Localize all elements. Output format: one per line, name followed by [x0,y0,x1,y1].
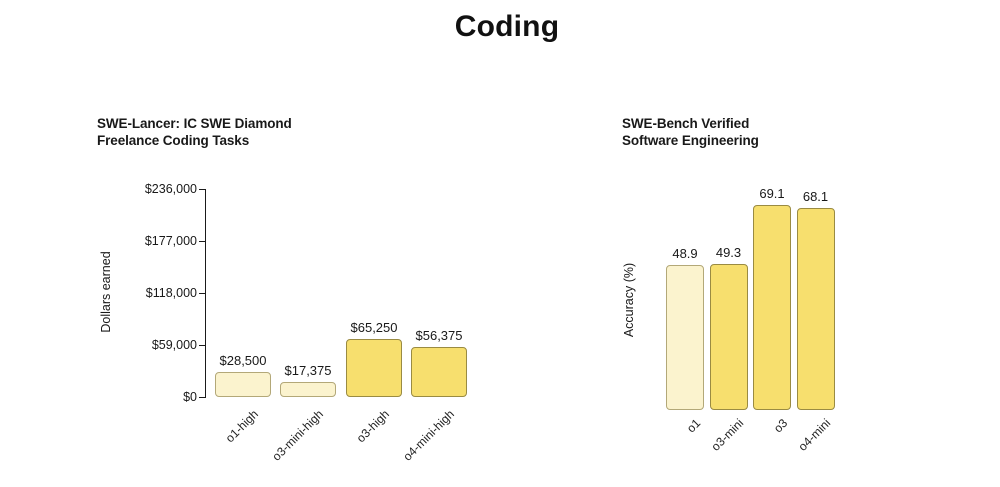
swe-bench-chart-title-line1: SWE-Bench Verified [622,116,750,131]
bar-o3-mini-high [280,381,336,397]
bar-value-label: 48.9 [672,245,698,261]
x-tick-label: o3-mini [708,416,747,454]
swe-bench-chart-title: SWE-Bench Verified Software Engineering [622,115,759,149]
swe-lancer-chart-title-line1: SWE-Lancer: IC SWE Diamond [97,116,292,131]
bar-value-label: 69.1 [759,185,785,201]
bar-o4-mini-high [411,347,467,397]
bar-value-label: 49.3 [715,244,742,260]
x-tick-label: o1 [683,416,703,436]
bar-value-label: $65,250 [350,320,398,336]
y-tick-label: $177,000 [144,234,197,248]
bar-value-label: $17,375 [284,362,332,378]
y-tick-label: $118,000 [145,286,197,300]
swe-bench-chart-title-line2: Software Engineering [622,133,759,148]
y-tick-mark [199,241,205,242]
y-tick-mark [199,345,205,346]
y-tick-label: $0 [183,390,197,404]
figure-title: Coding [454,10,560,43]
y-tick-label: $59,000 [151,338,197,352]
y-tick-mark [199,397,205,398]
bar-o3 [753,204,791,410]
bar-value-label: 68.1 [802,188,829,204]
bar-o3-mini [709,263,748,410]
swe-lancer-chart-title: SWE-Lancer: IC SWE Diamond Freelance Cod… [97,115,292,149]
bar-o1 [666,264,704,410]
x-tick-label: o4-mini [795,416,834,454]
bar-o4-mini [796,207,835,410]
y-tick-mark [199,189,205,190]
bar-o3-high [346,339,402,397]
x-tick-label: o3 [770,416,790,436]
swe-lancer-chart-title-line2: Freelance Coding Tasks [97,133,250,148]
bar-value-label: $28,500 [219,352,267,368]
y-tick-mark [199,293,205,294]
bar-value-label: $56,375 [415,328,463,344]
bar-o1-high [215,371,271,397]
y-tick-label: $236,000 [144,182,197,196]
y-axis-line [205,189,206,398]
